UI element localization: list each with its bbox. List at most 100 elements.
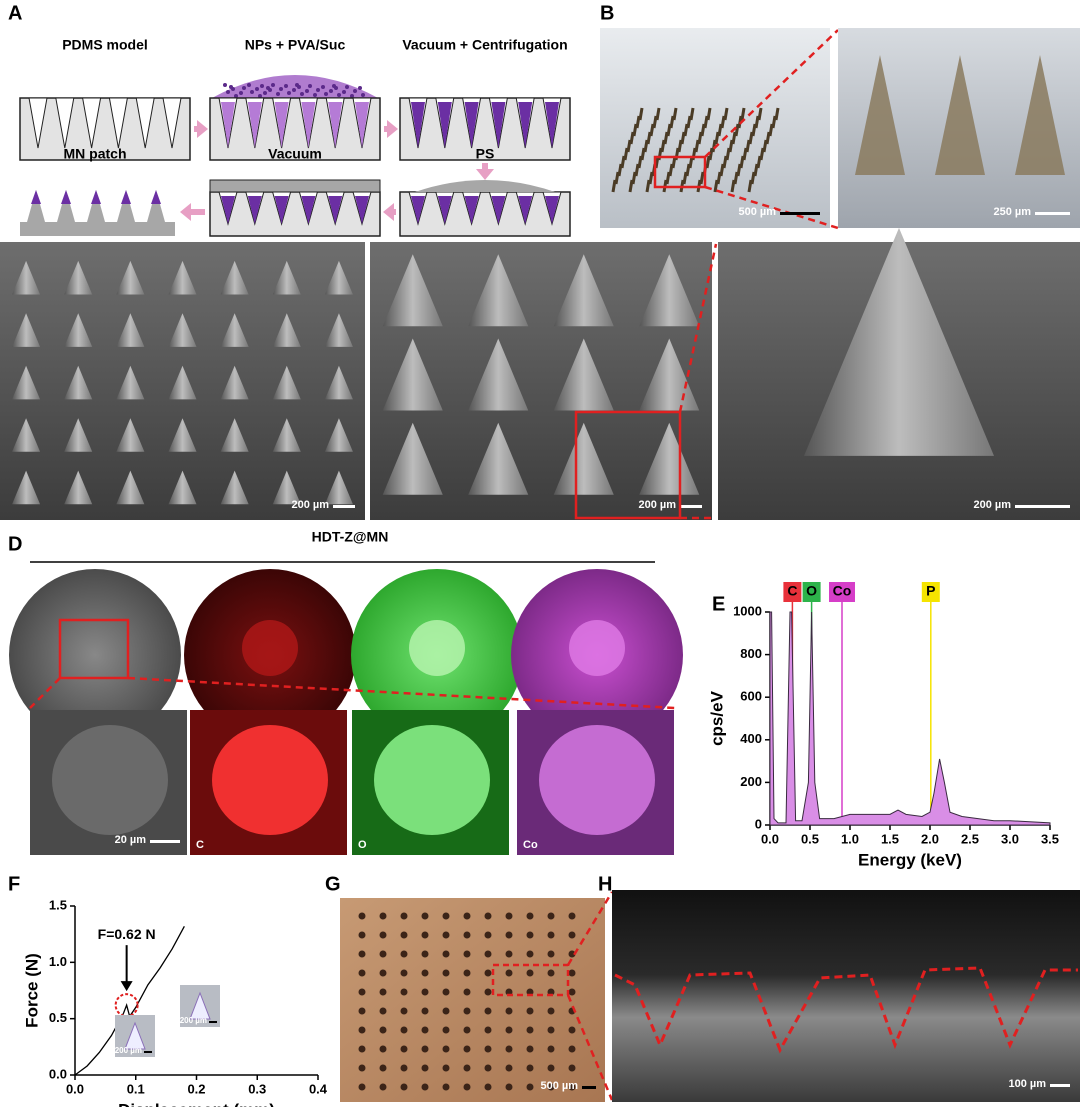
x-tick-label: 0.0 [761, 831, 779, 846]
puncture [547, 1026, 555, 1034]
puncture [463, 1064, 471, 1072]
sem-needle [324, 260, 353, 295]
needle-photo [635, 115, 641, 129]
needle-photo [717, 123, 723, 137]
np-dot [284, 84, 288, 88]
needle-photo [660, 139, 666, 153]
mold-cavity [135, 97, 155, 149]
needle-photo [711, 139, 717, 153]
puncture [568, 931, 576, 939]
puncture [442, 1045, 450, 1053]
puncture [505, 950, 513, 958]
sem-needle [324, 313, 353, 347]
element-label: C [196, 839, 204, 851]
np-dot [255, 87, 259, 91]
puncture [358, 1064, 366, 1072]
drug-tip [221, 102, 235, 148]
puncture [379, 1026, 387, 1034]
puncture [400, 1083, 408, 1091]
puncture [442, 931, 450, 939]
sem-needle [168, 365, 197, 400]
puncture [400, 931, 408, 939]
needle-photo [632, 123, 638, 137]
element-line-label: C [787, 583, 797, 599]
puncture [484, 912, 492, 920]
step-label: PDMS model [62, 37, 148, 53]
element-box [829, 582, 855, 602]
sem-needle [382, 338, 443, 411]
drug-tip [301, 102, 316, 148]
puncture [379, 1064, 387, 1072]
patch-needle [147, 190, 165, 222]
sem-needle [468, 338, 529, 411]
puncture [442, 1064, 450, 1072]
scale-bar-label: 250 µm [993, 206, 1031, 218]
sem-needle [116, 260, 145, 295]
puncture [442, 950, 450, 958]
sem-needle [553, 338, 614, 411]
sem-needle [12, 470, 41, 505]
np-dot [345, 85, 349, 89]
np-dot [321, 85, 325, 89]
x-tick-label: 0.3 [248, 1081, 266, 1096]
puncture [379, 912, 387, 920]
np-dot [250, 90, 254, 94]
puncture [421, 1083, 429, 1091]
puncture [526, 969, 534, 977]
puncture [358, 969, 366, 977]
puncture [400, 1064, 408, 1072]
needle-photo [689, 107, 695, 121]
puncture [379, 969, 387, 977]
scale-bar-label: 500 µm [540, 1080, 578, 1092]
needle-photo [686, 115, 692, 129]
drug-tip [247, 196, 262, 224]
mold-cavity [82, 97, 102, 149]
puncture [547, 912, 555, 920]
puncture [484, 988, 492, 996]
step-label: Vacuum + Centrifugation [402, 37, 567, 53]
map-blob [374, 725, 490, 835]
needle-photo [685, 163, 691, 177]
np-dot [337, 93, 341, 97]
patch-tip [121, 190, 131, 204]
needle-photo [705, 155, 711, 169]
puncture [463, 1045, 471, 1053]
needle-photo [699, 171, 705, 185]
panel-letter: E [712, 593, 725, 615]
panel-letter: B [600, 2, 614, 24]
panel-letter: A [8, 2, 22, 24]
puncture [463, 1083, 471, 1091]
sem-needle [272, 418, 301, 452]
sem-needle [220, 260, 249, 295]
drug-tip [274, 102, 289, 148]
mold [399, 97, 571, 161]
scale-bar-label: 20 µm [115, 834, 147, 846]
puncture [400, 1045, 408, 1053]
needle-photo [703, 115, 709, 129]
drug-tip [411, 102, 425, 148]
needle-photo [747, 179, 753, 193]
needle-photo [754, 115, 760, 129]
x-tick-label: 3.5 [1041, 831, 1059, 846]
y-tick-label: 1.0 [49, 954, 67, 969]
puncture [421, 988, 429, 996]
needle-photo [665, 171, 671, 185]
scale-bar-label: 200 µm [973, 499, 1011, 511]
scale-bar-label: 200 µm [638, 499, 676, 511]
puncture [526, 1064, 534, 1072]
puncture [442, 969, 450, 977]
scale-bar [333, 505, 355, 508]
needle-photo [626, 139, 632, 153]
sem-needle [168, 313, 197, 347]
needle-photo [753, 163, 759, 177]
needle-photo [736, 163, 742, 177]
sem-needle [272, 470, 301, 505]
scale-bar-label: 500 µm [738, 206, 776, 218]
scale-bar [1015, 505, 1070, 508]
np-dot [332, 84, 336, 88]
puncture [379, 1045, 387, 1053]
np-dot [263, 91, 267, 95]
patch-needle [27, 190, 45, 222]
scale-bar [150, 840, 180, 843]
needle-photo [765, 131, 771, 145]
